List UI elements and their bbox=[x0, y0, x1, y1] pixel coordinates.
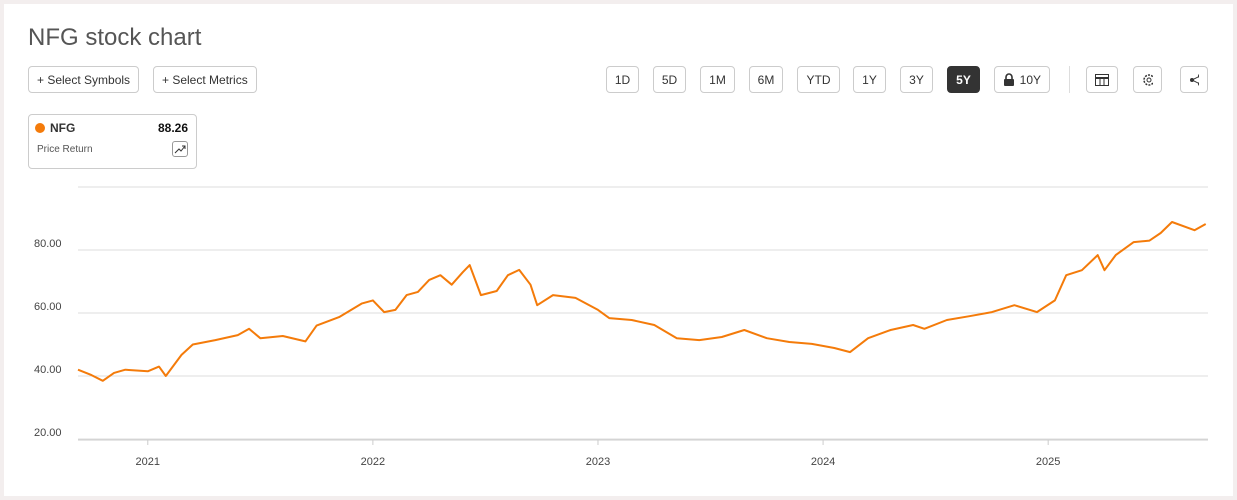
select-metrics-button[interactable]: + Select Metrics bbox=[153, 66, 257, 93]
settings-icon bbox=[1143, 73, 1153, 86]
x-tick-label: 2024 bbox=[811, 456, 835, 468]
range-button[interactable]: 6M bbox=[749, 66, 783, 93]
divider bbox=[1069, 66, 1070, 93]
x-tick-label: 2023 bbox=[586, 456, 610, 468]
range-button[interactable]: 3Y bbox=[900, 66, 933, 93]
share-icon bbox=[1190, 73, 1199, 86]
range-label: 6M bbox=[757, 72, 775, 87]
x-tick-label: 2021 bbox=[136, 456, 160, 468]
table-icon bbox=[1095, 73, 1109, 86]
legend-value: 88.26 bbox=[157, 121, 188, 135]
range-button[interactable]: 10Y bbox=[994, 66, 1050, 93]
legend-card: NFG 88.26 Price Return bbox=[28, 114, 197, 169]
share-button[interactable] bbox=[1180, 66, 1208, 93]
legend-dot bbox=[35, 123, 45, 133]
page: NFG stock chart + Select Symbols + Selec… bbox=[4, 4, 1233, 496]
range-label: 1D bbox=[614, 72, 631, 87]
range-button[interactable]: 1Y bbox=[853, 66, 886, 93]
y-tick-label: 80.00 bbox=[34, 238, 62, 250]
x-tick-label: 2022 bbox=[361, 456, 385, 468]
range-button[interactable]: 5Y bbox=[947, 66, 980, 93]
settings-button[interactable] bbox=[1133, 66, 1162, 93]
legend-symbol: NFG bbox=[50, 121, 76, 135]
lock-icon bbox=[1004, 73, 1014, 86]
range-label: 3Y bbox=[909, 72, 924, 87]
range-button[interactable]: 5D bbox=[653, 66, 686, 93]
y-tick-label: 40.00 bbox=[34, 364, 62, 376]
price-line bbox=[77, 221, 1207, 382]
legend-metric: Price Return bbox=[37, 144, 93, 155]
y-tick-label: 60.00 bbox=[34, 301, 62, 313]
range-button[interactable]: YTD bbox=[797, 66, 840, 93]
range-label: 1M bbox=[709, 72, 726, 87]
select-symbols-button[interactable]: + Select Symbols bbox=[28, 66, 140, 93]
range-label: 5Y bbox=[956, 72, 971, 87]
x-tick-label: 2025 bbox=[1036, 456, 1060, 468]
page-body: NFG stock chart + Select Symbols + Selec… bbox=[0, 4, 1237, 496]
page-title: NFG stock chart bbox=[28, 24, 202, 51]
range-button[interactable]: 1D bbox=[606, 66, 639, 93]
chart: 20.00 40.00 60.00 80.00 2021 2022 2023 2024 2025 bbox=[34, 186, 1208, 468]
chart-type-button[interactable] bbox=[172, 141, 188, 157]
range-label: YTD bbox=[806, 72, 831, 87]
range-label: 1Y bbox=[862, 72, 877, 87]
table-button[interactable] bbox=[1086, 66, 1118, 93]
y-tick-label: 20.00 bbox=[34, 427, 62, 439]
trend-icon bbox=[174, 145, 186, 154]
range-label: 10Y bbox=[1019, 72, 1041, 87]
range-label: 5D bbox=[661, 72, 678, 87]
range-button[interactable]: 1M bbox=[700, 66, 735, 93]
